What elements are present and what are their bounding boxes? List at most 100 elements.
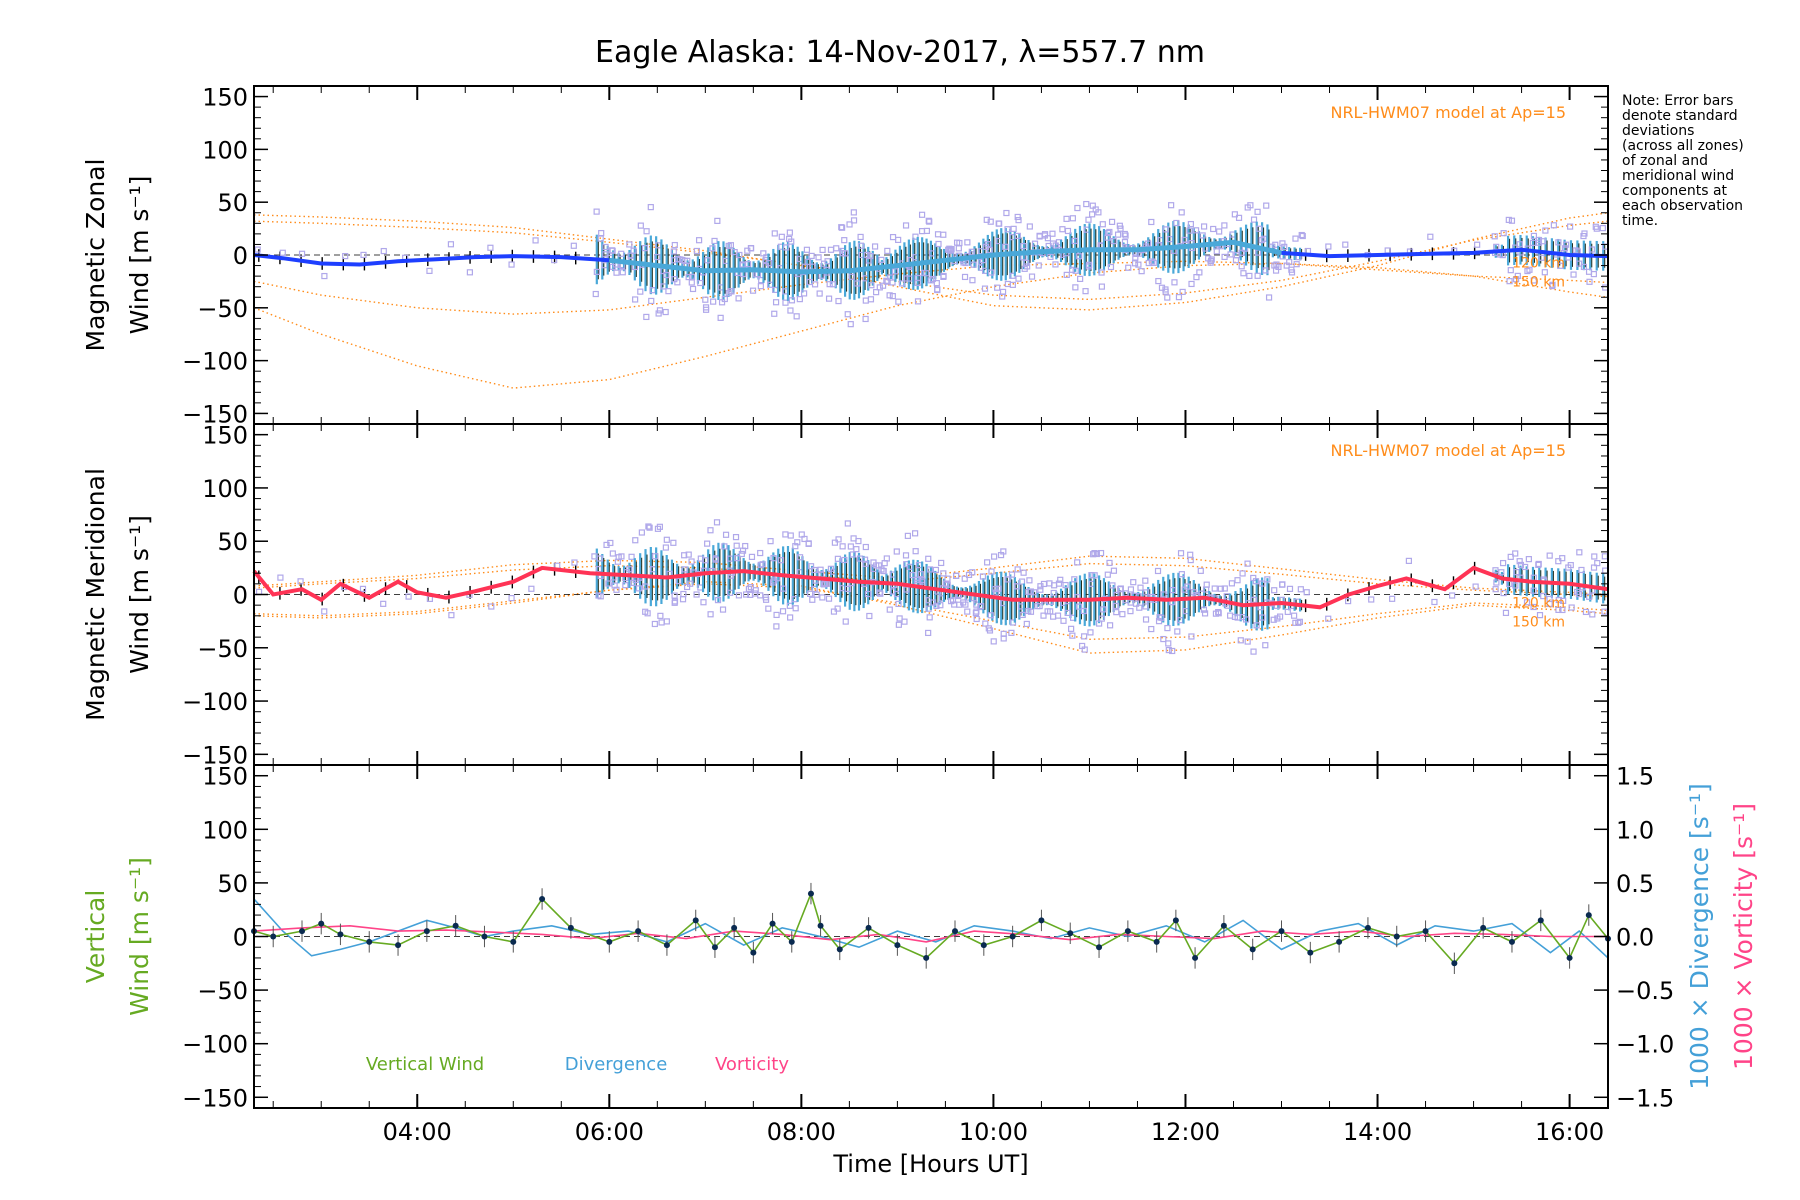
zonal-zone-point bbox=[1550, 222, 1557, 229]
meridional-model-alt-150: 150 km bbox=[1512, 614, 1565, 630]
vertical-wind-point bbox=[1009, 933, 1016, 940]
meridional-zone-point bbox=[688, 558, 695, 565]
zonal-zone-point bbox=[771, 310, 778, 317]
zonal-zone-point bbox=[1110, 237, 1117, 245]
zonal-zone-point bbox=[1263, 202, 1270, 209]
vertical-wind-point bbox=[337, 931, 344, 938]
zonal-zone-point bbox=[1256, 225, 1263, 232]
zonal-zone-point bbox=[793, 313, 800, 320]
meridional-zone-point bbox=[1020, 569, 1027, 576]
vertical-wind-point bbox=[952, 928, 959, 935]
left-tick-label: −150 bbox=[182, 400, 248, 428]
zonal-zone-point bbox=[883, 277, 890, 284]
zonal-zone-point bbox=[1114, 231, 1122, 238]
zonal-zone-point bbox=[987, 218, 994, 225]
meridional-zone-point bbox=[679, 596, 687, 603]
meridional-zone-point bbox=[962, 601, 969, 608]
meridional-zone-point bbox=[359, 585, 367, 592]
zonal-zone-point bbox=[934, 231, 942, 238]
meridional-zone-point bbox=[862, 560, 869, 567]
meridional-zone-point bbox=[1047, 608, 1054, 615]
zonal-zone-point bbox=[508, 261, 515, 268]
zonal-zone-point bbox=[983, 216, 990, 223]
zonal-zone-point bbox=[749, 287, 757, 294]
zonal-zone-point bbox=[868, 282, 875, 289]
meridional-zone-point bbox=[1492, 586, 1499, 593]
zonal-zone-point bbox=[1150, 259, 1157, 267]
meridional-zone-point bbox=[807, 563, 815, 570]
meridional-zone-point bbox=[1127, 608, 1134, 615]
zonal-zone-point bbox=[988, 269, 995, 276]
meridional-zone-point bbox=[1536, 612, 1544, 619]
zonal-zone-point bbox=[757, 283, 764, 290]
vertical-wind-point bbox=[1038, 917, 1045, 924]
vertical-wind-point bbox=[539, 895, 546, 902]
zonal-zone-point bbox=[1250, 216, 1258, 223]
meridional-zone-point bbox=[794, 539, 801, 546]
meridional-zone-point bbox=[918, 577, 925, 584]
zonal-zone-point bbox=[647, 204, 654, 211]
zonal-zone-point bbox=[1108, 218, 1116, 225]
zonal-zone-point bbox=[1162, 286, 1169, 293]
meridional-zone-point bbox=[792, 605, 799, 612]
zonal-zone-point bbox=[1221, 222, 1228, 229]
zonal-zone-point bbox=[342, 252, 349, 260]
zonal-zone-point bbox=[1246, 272, 1253, 280]
meridional-zone-point bbox=[632, 537, 639, 544]
zonal-zone-point bbox=[1069, 215, 1076, 222]
meridional-zone-point bbox=[1090, 551, 1097, 558]
zonal-zone-point bbox=[1083, 200, 1090, 208]
zonal-zone-point bbox=[1538, 254, 1545, 261]
vertical-wind-point bbox=[923, 954, 930, 961]
zonal-zone-point bbox=[827, 246, 835, 253]
meridional-zone-point bbox=[914, 576, 921, 583]
zonal-zone-point bbox=[788, 297, 796, 304]
zonal-zone-point bbox=[593, 208, 600, 215]
meridional-zone-point bbox=[1276, 613, 1284, 620]
meridional-zone-point bbox=[1303, 589, 1310, 596]
meridional-zone-point bbox=[1197, 567, 1204, 574]
zonal-zone-point bbox=[1148, 258, 1156, 265]
x-tick-label: 04:00 bbox=[383, 1118, 452, 1146]
meridional-zone-point bbox=[779, 608, 787, 615]
meridional-zone-point bbox=[811, 566, 818, 574]
zonal-zone-point bbox=[744, 261, 752, 268]
meridional-zone-point bbox=[942, 580, 949, 587]
meridional-zone-point bbox=[1165, 646, 1172, 654]
zonal-zone-point bbox=[1117, 225, 1124, 232]
zonal-zone-point bbox=[873, 289, 880, 296]
left-tick-label: 150 bbox=[202, 763, 248, 791]
meridional-zone-point bbox=[1244, 560, 1251, 567]
meridional-zone-point bbox=[1064, 609, 1071, 617]
zonal-wind-line-early bbox=[253, 253, 610, 267]
zonal-zone-point bbox=[1031, 240, 1039, 247]
meridional-zone-point bbox=[762, 594, 769, 601]
meridional-zone-point bbox=[733, 542, 740, 549]
zonal-zone-point bbox=[1208, 256, 1215, 263]
left-tick-label: −50 bbox=[197, 635, 248, 663]
zonal-zone-point bbox=[1210, 225, 1217, 233]
zonal-zone-point bbox=[1148, 218, 1155, 226]
vertical-wind-point bbox=[1067, 930, 1074, 937]
meridional-zone-point bbox=[1026, 577, 1033, 584]
meridional-zone-point bbox=[1050, 613, 1057, 620]
meridional-zone-point bbox=[982, 620, 989, 627]
meridional-zone-point bbox=[722, 531, 730, 538]
meridional-zone-point bbox=[819, 594, 826, 601]
meridional-zone-point bbox=[847, 543, 854, 550]
meridional-zone-point bbox=[1589, 611, 1596, 618]
meridional-zone-point bbox=[853, 546, 860, 553]
zonal-zone-point bbox=[684, 257, 691, 264]
meridional-zone-point bbox=[707, 527, 714, 534]
meridional-zone-point bbox=[734, 555, 741, 562]
zonal-zone-point bbox=[648, 297, 655, 305]
zonal-zone-point bbox=[862, 315, 869, 323]
meridional-zone-point bbox=[849, 551, 856, 558]
meridional-zone-point bbox=[1530, 587, 1537, 594]
divergence-line bbox=[253, 898, 1609, 959]
zonal-zone-point bbox=[1074, 204, 1081, 212]
meridional-zone-point bbox=[1160, 591, 1167, 598]
vertical-ylabel-line1: Vertical bbox=[81, 890, 110, 984]
meridional-zone-point bbox=[1221, 585, 1228, 592]
vertical-wind-point bbox=[318, 920, 325, 927]
